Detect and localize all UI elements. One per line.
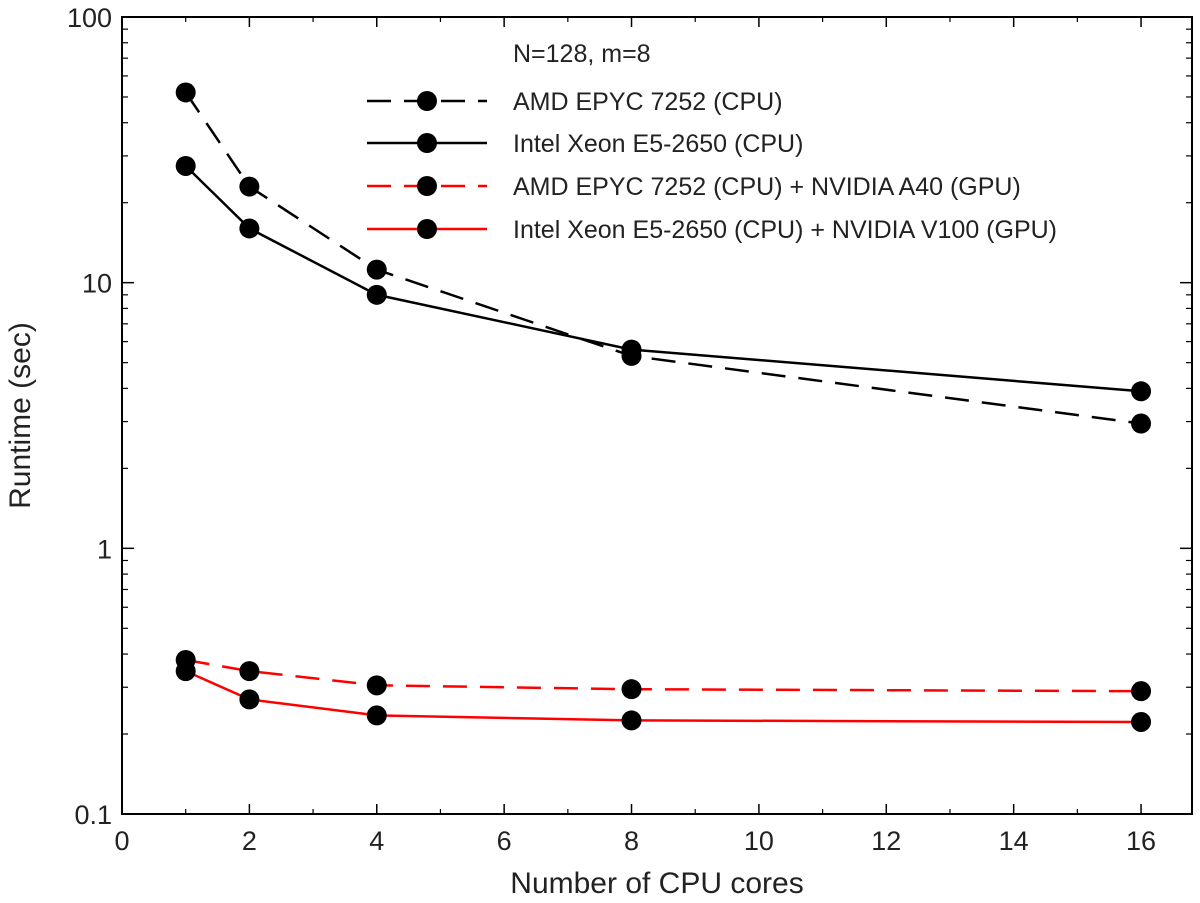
y-axis-title: Runtime (sec): [4, 322, 37, 509]
x-tick-label: 12: [871, 826, 901, 856]
legend-item-3: AMD EPYC 7252 (CPU) + NVIDIA A40 (GPU): [367, 173, 1021, 201]
y-tick-label: 10: [82, 269, 112, 299]
data-point: [239, 176, 260, 197]
series-line: [185, 669, 1142, 724]
data-point: [621, 710, 642, 731]
x-tick-label: 0: [114, 826, 129, 856]
x-tick-label: 8: [624, 826, 639, 856]
x-tick-label: 2: [242, 826, 257, 856]
x-tick-label: 6: [497, 826, 512, 856]
legend-label: Intel Xeon E5-2650 (CPU) + NVIDIA V100 (…: [513, 216, 1057, 244]
data-point: [175, 155, 196, 176]
data-point: [175, 661, 196, 682]
legend-label: Intel Xeon E5-2650 (CPU): [513, 130, 803, 158]
y-tick-label: 0.1: [74, 800, 112, 830]
legend-item-2: Intel Xeon E5-2650 (CPU): [367, 130, 803, 158]
axes: 0 2 4 6 8 10 12 14 16 0.1 1 10 100: [67, 3, 1193, 856]
data-point: [1131, 413, 1152, 434]
y-tick-label: 100: [67, 3, 112, 33]
data-point: [239, 689, 260, 710]
data-point: [621, 339, 642, 360]
x-axis-title: Number of CPU cores: [510, 867, 803, 900]
legend-marker: [417, 91, 437, 111]
legend-item-1: AMD EPYC 7252 (CPU): [367, 88, 783, 116]
x-tick-label: 4: [369, 826, 384, 856]
x-tick-label: 14: [999, 826, 1029, 856]
series-4: [175, 661, 1152, 732]
legend-marker: [417, 219, 437, 239]
data-point: [366, 259, 387, 280]
data-point: [239, 218, 260, 239]
data-point: [175, 82, 196, 103]
x-tick-label: 10: [744, 826, 774, 856]
legend-marker: [417, 133, 437, 153]
data-point: [621, 679, 642, 700]
plot-frame: [121, 16, 1193, 815]
legend-item-4: Intel Xeon E5-2650 (CPU) + NVIDIA V100 (…: [367, 216, 1057, 244]
data-point: [1131, 381, 1152, 402]
series-layer: [175, 82, 1152, 732]
legend-label: AMD EPYC 7252 (CPU) + NVIDIA A40 (GPU): [513, 173, 1021, 201]
series-3: [175, 649, 1152, 702]
data-point: [366, 705, 387, 726]
legend-title: N=128, m=8: [513, 40, 651, 68]
y-tick-label: 1: [97, 534, 112, 564]
legend-marker: [417, 176, 437, 196]
data-point: [1131, 681, 1152, 702]
x-tick-label: 16: [1126, 826, 1156, 856]
data-point: [366, 284, 387, 305]
data-point: [239, 661, 260, 682]
legend-label: AMD EPYC 7252 (CPU): [513, 88, 783, 116]
series-2: [175, 155, 1152, 402]
data-point: [1131, 711, 1152, 732]
legend: N=128, m=8 AMD EPYC 7252 (CPU) Intel Xeon …: [367, 40, 1057, 244]
series-line: [185, 658, 1142, 693]
data-point: [366, 675, 387, 696]
